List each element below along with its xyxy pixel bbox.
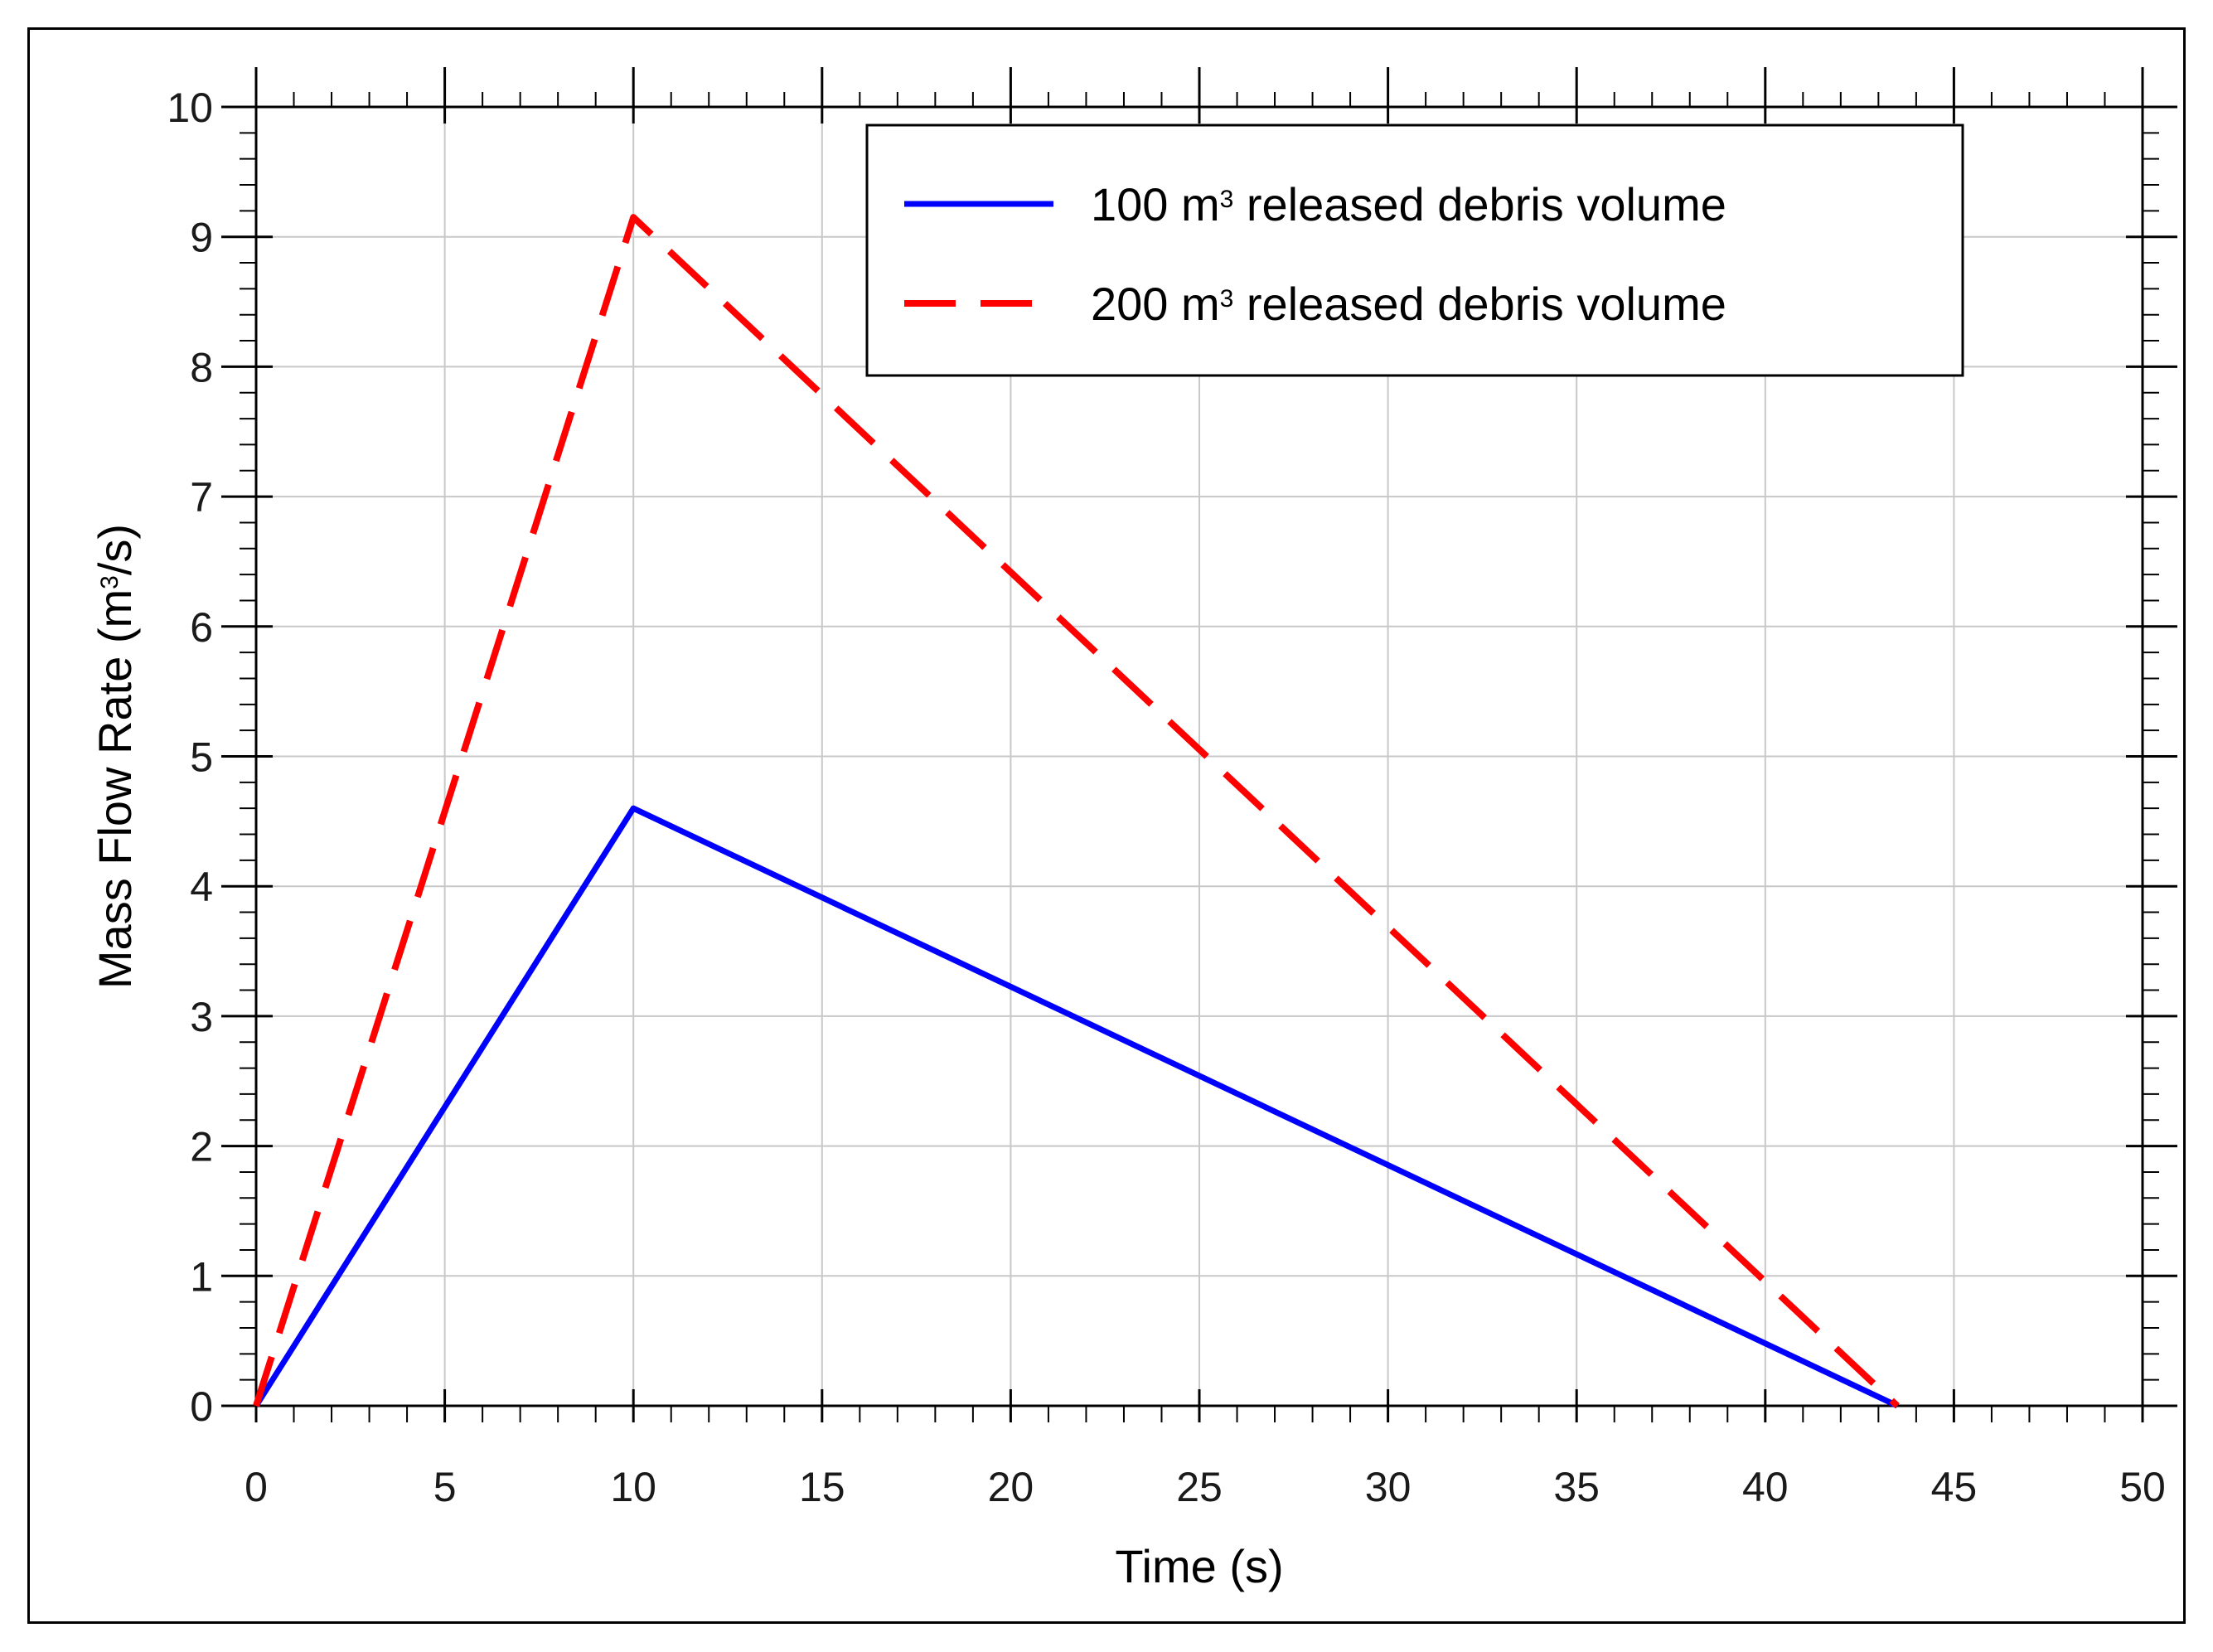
- y-axis-label-text: Mass Flow Rate (m: [89, 589, 141, 989]
- x-tick-label: 10: [610, 1464, 656, 1510]
- legend-label-100: 100 m3 released debris volume: [1091, 178, 1726, 230]
- legend-label-100-superscript: 3: [1220, 186, 1234, 213]
- y-tick-label: 1: [190, 1253, 213, 1300]
- legend-label-200: 200 m3 released debris volume: [1091, 278, 1726, 330]
- x-axis-label: Time (s): [1115, 1540, 1283, 1592]
- x-tick-label: 35: [1553, 1464, 1600, 1510]
- y-tick-label: 7: [190, 474, 213, 521]
- y-tick-label: 8: [190, 344, 213, 390]
- legend-box: [865, 124, 1964, 377]
- minor-ticks: [240, 92, 2159, 1422]
- x-tick-label: 25: [1176, 1464, 1223, 1510]
- y-tick-label: 6: [190, 604, 213, 651]
- y-tick-label: 5: [190, 734, 213, 781]
- figure-frame: 0 5 10 15 20 25 30 35 40 45 50 0 1 2 3 4 5 6 7 8 9 10 Time (…: [27, 27, 2186, 1624]
- y-tick-label: 0: [190, 1383, 213, 1430]
- x-tick-label: 30: [1365, 1464, 1412, 1510]
- y-tick-label: 9: [190, 215, 213, 261]
- x-tick-label: 50: [2119, 1464, 2166, 1510]
- series-line-200: [253, 214, 1900, 1408]
- x-tick-labels: 0 5 10 15 20 25 30 35 40 45 50: [245, 1464, 2166, 1510]
- legend-label-200-superscript: 3: [1220, 285, 1234, 312]
- x-tick-label: 45: [1931, 1464, 1978, 1510]
- y-tick-label: 3: [190, 994, 213, 1040]
- y-tick-label: 4: [190, 864, 213, 910]
- legend-label-200-prefix: 200 m: [1091, 278, 1220, 330]
- legend-label-100-prefix: 100 m: [1091, 178, 1220, 230]
- y-tick-label: 10: [167, 85, 213, 131]
- series-line-100: [254, 805, 1899, 1409]
- x-tick-label: 5: [433, 1464, 457, 1510]
- y-tick-labels: 0 1 2 3 4 5 6 7 8 9 10: [167, 85, 213, 1430]
- x-tick-label: 15: [799, 1464, 845, 1510]
- y-axis-label-superscript: 3: [96, 575, 123, 589]
- x-tick-label: 40: [1742, 1464, 1789, 1510]
- x-tick-label: 0: [245, 1464, 268, 1510]
- series-layer: [253, 214, 1900, 1409]
- y-axis-label-unit: /s): [89, 524, 141, 575]
- y-axis-label: Mass Flow Rate (m3/s): [89, 524, 141, 989]
- legend: 100 m3 released debris volume 200 m3 rel…: [865, 124, 1964, 377]
- legend-label-200-suffix: released debris volume: [1233, 278, 1726, 330]
- x-tick-label: 20: [988, 1464, 1034, 1510]
- legend-label-100-suffix: released debris volume: [1233, 178, 1726, 230]
- plot-area-border: [254, 105, 2144, 1407]
- y-tick-label: 2: [190, 1124, 213, 1170]
